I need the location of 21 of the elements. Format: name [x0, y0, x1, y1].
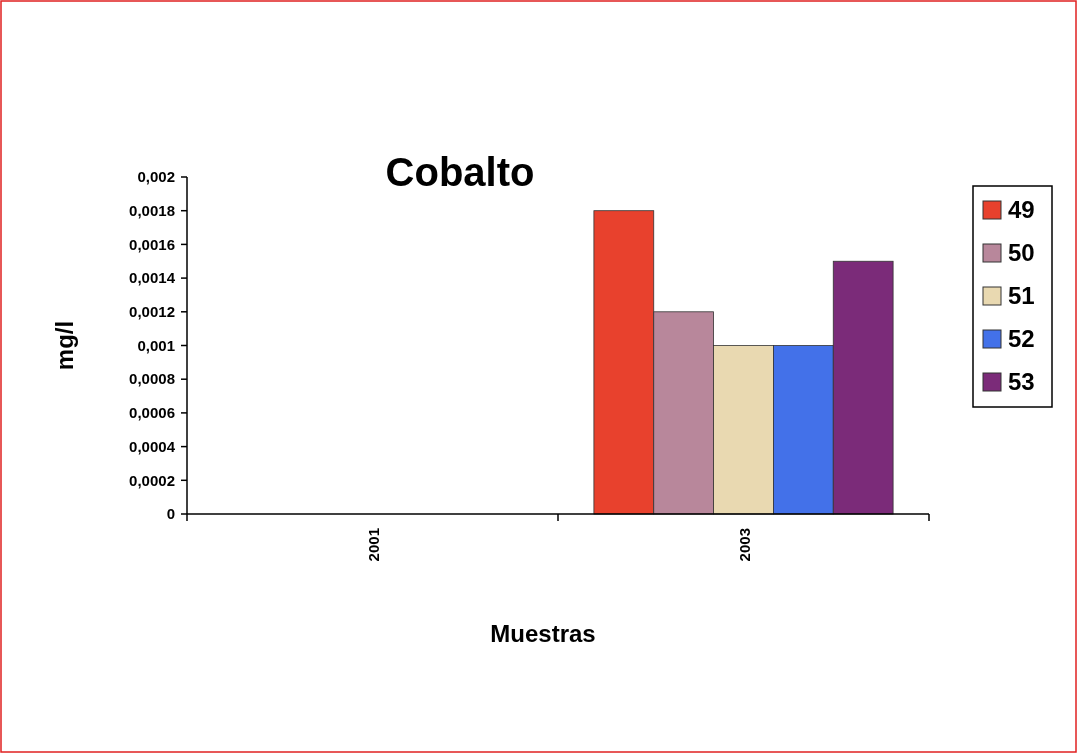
y-axis-title: mg/l — [51, 320, 78, 371]
y-tick-label: 0,0002 — [129, 471, 175, 489]
chart-title: Cobalto — [385, 150, 535, 194]
y-tick-label: 0,0006 — [129, 404, 175, 422]
y-tick-label: 0 — [166, 505, 175, 523]
y-tick-label: 0,0004 — [129, 437, 176, 455]
x-axis-title: Muestras — [490, 620, 596, 647]
legend-label: 50 — [1008, 239, 1035, 267]
legend-label: 49 — [1008, 196, 1035, 224]
y-tick-label: 0,002 — [137, 168, 175, 186]
x-tick-label: 2001 — [364, 528, 382, 562]
y-tick-label: 0,001 — [137, 336, 175, 354]
y-tick-label: 0,0018 — [129, 201, 175, 219]
y-tick-label: 0,0012 — [129, 303, 175, 321]
legend-label: 51 — [1008, 282, 1035, 310]
y-tick-label: 0,0016 — [129, 235, 175, 253]
y-tick-label: 0,0014 — [129, 269, 176, 287]
x-tick-label: 2003 — [735, 528, 753, 562]
y-tick-label: 0,0008 — [129, 370, 175, 388]
legend-label: 52 — [1008, 325, 1035, 353]
legend-label: 53 — [1008, 368, 1035, 396]
